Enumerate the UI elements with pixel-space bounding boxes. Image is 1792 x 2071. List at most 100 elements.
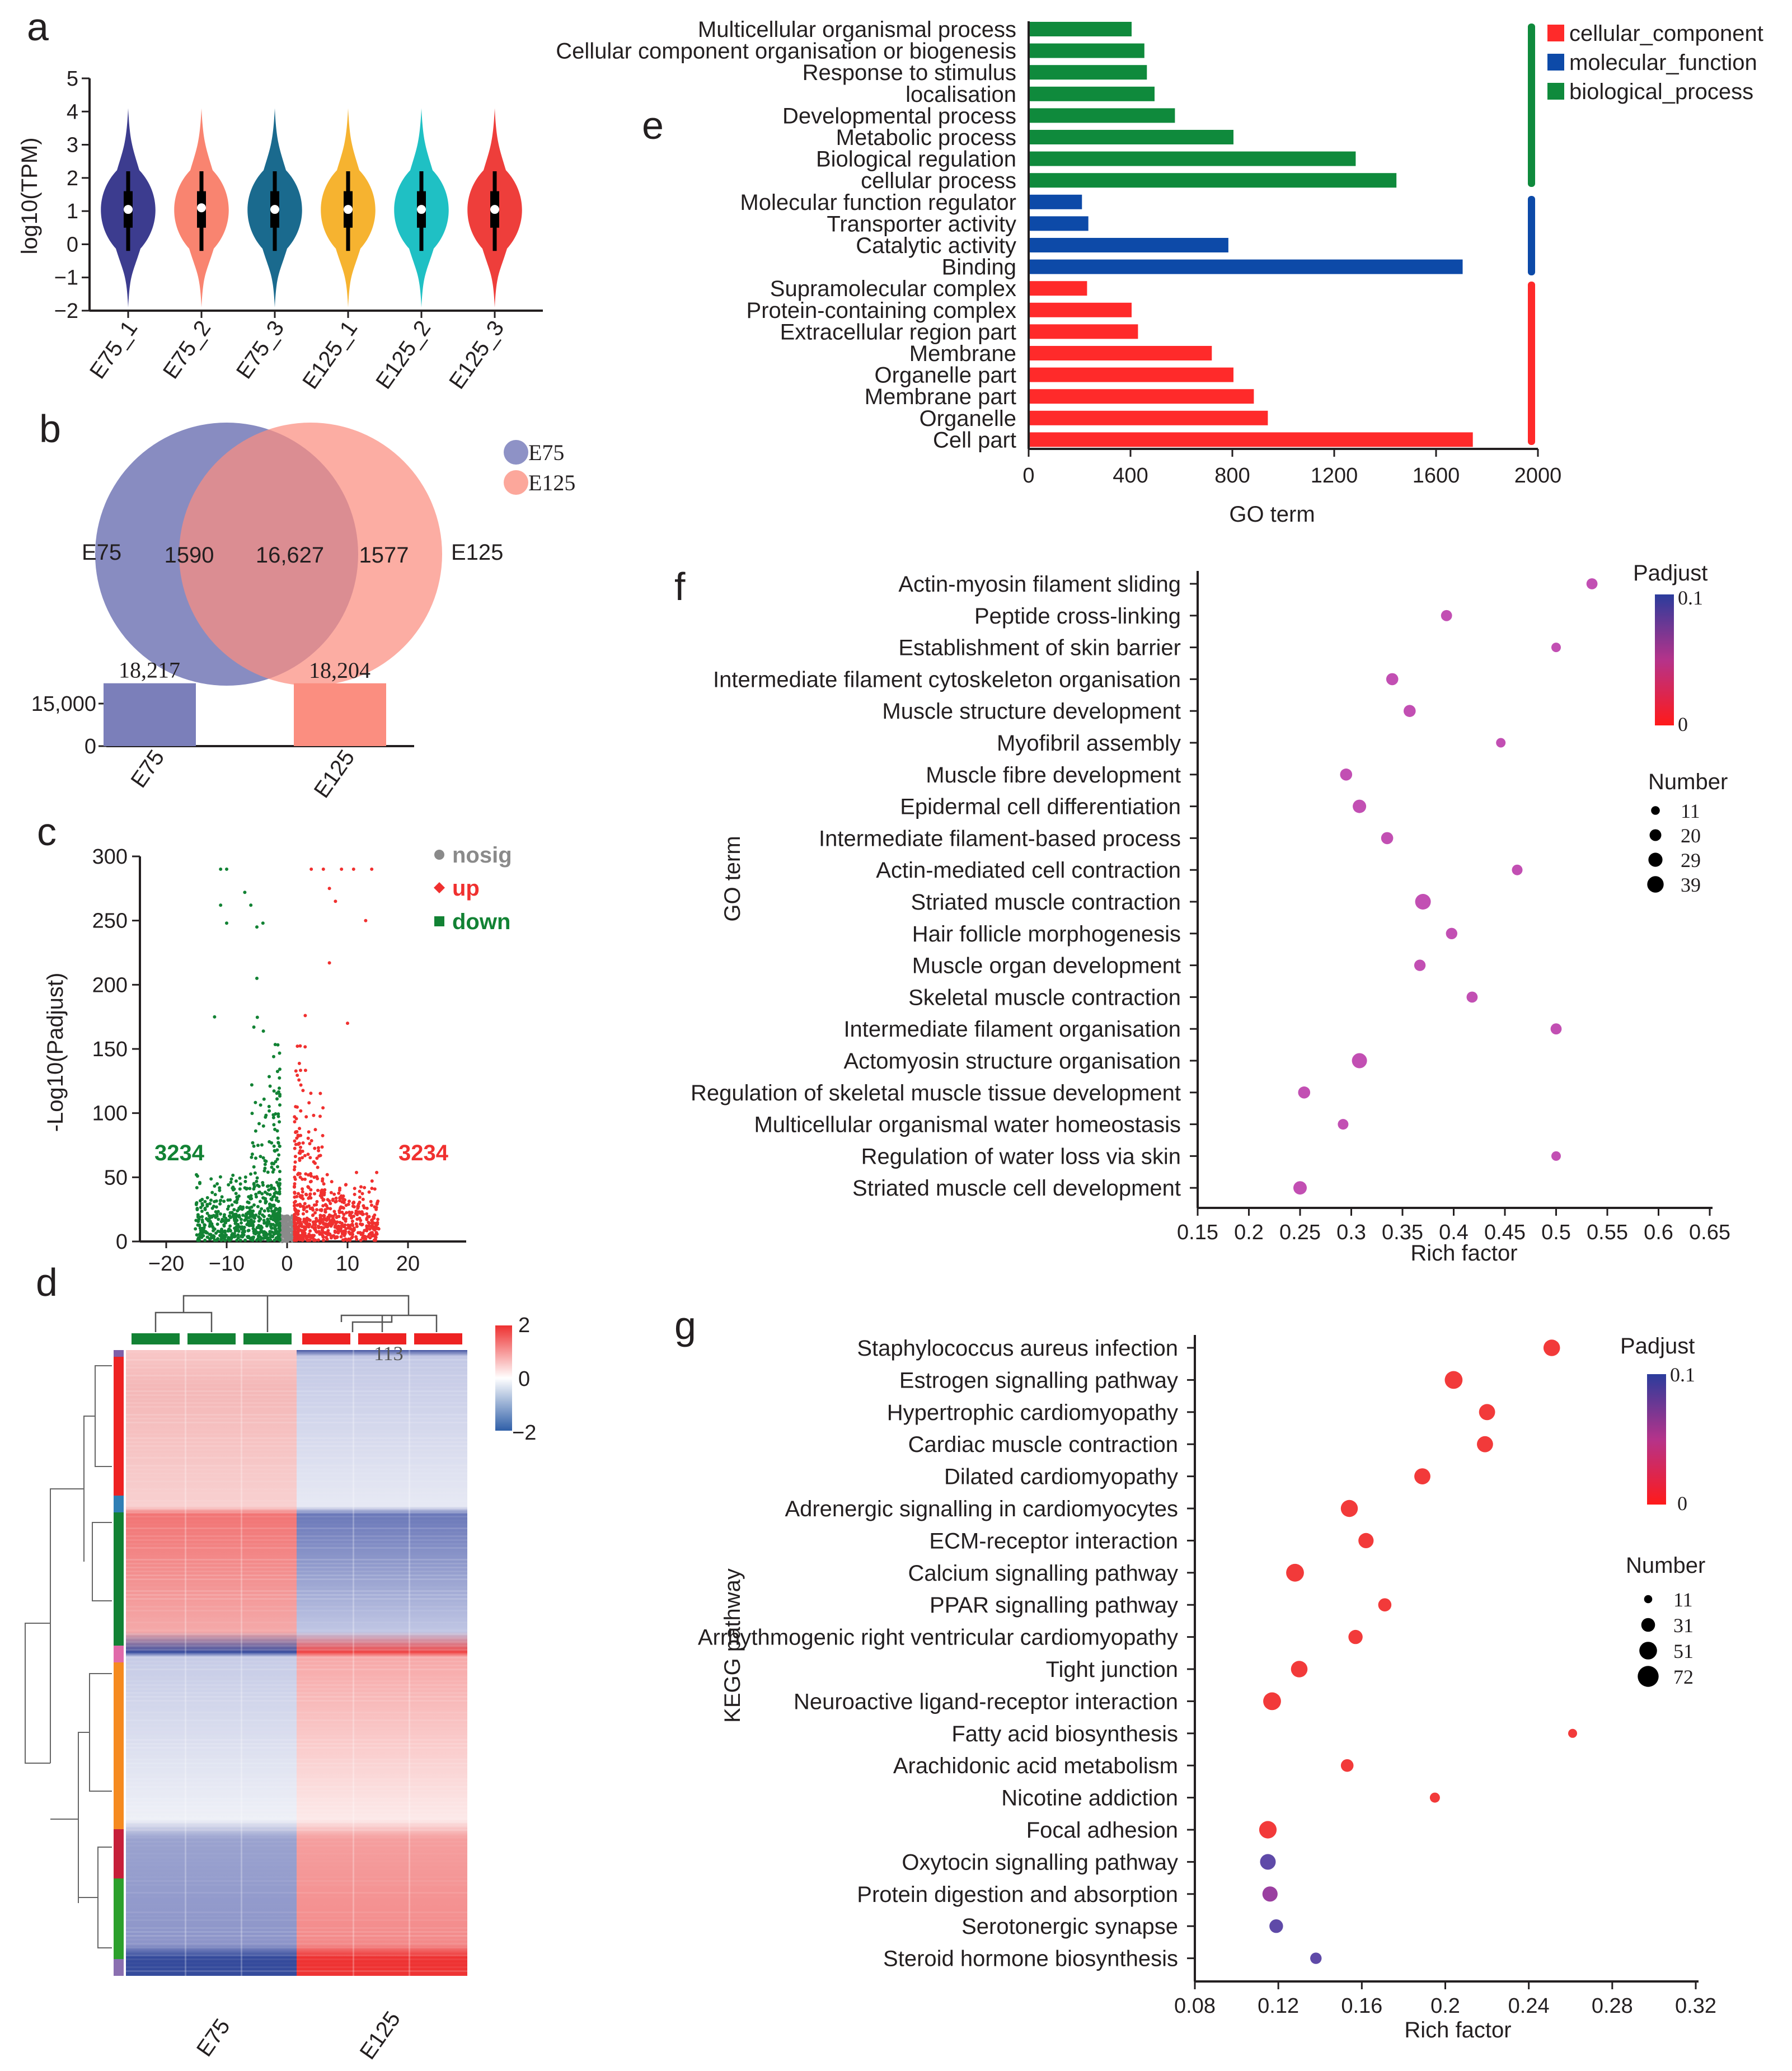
heatmap-row-stripe	[126, 1512, 467, 1514]
volcano-point	[301, 1089, 305, 1093]
violin-xtick-label: E125_3	[444, 316, 509, 393]
violin-xtick-label: E75_1	[85, 316, 142, 383]
go-bubble-color-title: Padjust	[1633, 561, 1707, 585]
kegg-bubble-term: Protein digestion and absorption	[857, 1882, 1178, 1907]
kegg-bubble-term: PPAR signalling pathway	[930, 1593, 1178, 1618]
go-bar	[1030, 108, 1175, 123]
heatmap-column-dendrogram	[154, 1295, 438, 1332]
volcano-point	[204, 1217, 208, 1221]
legend-function: molecular_function	[1569, 50, 1757, 75]
kegg-bubble-term: Calcium signalling pathway	[908, 1561, 1178, 1586]
volcano-point	[349, 1213, 353, 1217]
go-bubble-term: Intermediate filament organisation	[843, 1017, 1181, 1042]
volcano-point	[197, 1238, 201, 1242]
kegg-bubble-term: Cardiac muscle contraction	[908, 1432, 1178, 1457]
heatmap-row-stripe	[126, 1774, 467, 1776]
volcano-point	[229, 1177, 233, 1181]
volcano-point	[257, 1122, 261, 1126]
panel-d-label: d	[36, 1261, 58, 1304]
heatmap-row-stripe	[126, 1958, 467, 1960]
venn-bar-zero: 0	[85, 735, 96, 758]
volcano-point	[363, 1235, 367, 1239]
volcano-point	[248, 1215, 252, 1218]
kegg-bubble-xtick-label: 0.28	[1592, 1994, 1633, 2018]
volcano-point	[326, 1233, 330, 1236]
volcano-point	[315, 1217, 318, 1220]
kegg-bubble-y-label: KEGG pathway	[720, 1568, 745, 1723]
volcano-point	[309, 1188, 313, 1192]
kegg-bubble-point	[1310, 1952, 1322, 1964]
go-bubble-term: Regulation of water loss via skin	[861, 1144, 1181, 1169]
panel-c-label: c	[37, 810, 57, 854]
volcano-point	[195, 1233, 199, 1237]
go-bar-chart: Multicellular organismal processCellular…	[556, 17, 1763, 527]
volcano-point	[293, 1175, 297, 1179]
heatmap-row-stripe	[126, 1371, 467, 1372]
volcano-point	[285, 1226, 288, 1230]
go-bubble-point	[1338, 1119, 1349, 1130]
legend-nosig: nosig	[452, 843, 512, 868]
volcano-point	[293, 1234, 297, 1238]
go-bubble-x-label: Rich factor	[1410, 1241, 1517, 1266]
heatmap-row-stripe	[126, 1571, 467, 1572]
heatmap-row-stripe	[126, 1516, 467, 1517]
volcano-point	[309, 867, 313, 871]
heatmap-row-stripe	[126, 1884, 467, 1886]
kegg-bubble-xtick-label: 0.12	[1258, 1994, 1299, 2018]
volcano-point	[293, 1201, 296, 1205]
volcano-point	[313, 1146, 317, 1150]
heatmap-row-stripe	[126, 1453, 467, 1455]
volcano-point	[260, 1236, 263, 1240]
volcano-point	[208, 1202, 212, 1206]
volcano-point	[266, 1217, 270, 1221]
heatmap-row-stripe	[126, 1896, 467, 1897]
volcano-point	[359, 1219, 363, 1222]
volcano-point	[213, 1015, 217, 1019]
volcano-point	[294, 1131, 298, 1135]
volcano-point	[205, 1211, 209, 1215]
volcano-point	[287, 1236, 290, 1240]
go-bar	[1030, 302, 1132, 317]
volcano-point	[337, 1209, 341, 1213]
volcano-point	[297, 1061, 301, 1065]
volcano-point	[220, 1229, 224, 1233]
legend-down-marker	[434, 916, 444, 926]
volcano-point	[309, 1174, 313, 1178]
go-bubble-xtick-label: 0.2	[1234, 1221, 1264, 1244]
volcano-point	[301, 1141, 305, 1145]
go-bubble-point	[1293, 1181, 1307, 1195]
legend-function-marker	[1547, 54, 1564, 71]
volcano-point	[203, 1206, 207, 1210]
volcano-point	[299, 1069, 302, 1072]
heatmap-row-stripe	[126, 1821, 467, 1823]
volcano-point	[247, 1235, 251, 1239]
volcano-point	[293, 1160, 297, 1164]
heatmap-group-bar	[414, 1333, 462, 1344]
kegg-bubble-size-label: 51	[1673, 1640, 1694, 1662]
volcano-point	[301, 1190, 304, 1194]
heatmap-row-stripe	[126, 1657, 467, 1658]
volcano-point	[268, 1193, 272, 1197]
volcano-point	[348, 1231, 351, 1235]
volcano-point	[246, 1211, 250, 1215]
volcano-point	[351, 867, 355, 871]
volcano-point	[210, 1191, 214, 1194]
heatmap-row-stripe	[126, 1939, 467, 1941]
heatmap-row-stripe	[126, 1892, 467, 1894]
volcano-point	[337, 1230, 340, 1234]
heatmap-row-stripe	[126, 1919, 467, 1921]
heatmap-row-stripe	[126, 1661, 467, 1662]
kegg-bubble-point	[1568, 1728, 1577, 1738]
volcano-point	[370, 1179, 374, 1183]
heatmap-row-stripe	[126, 1704, 467, 1705]
go-bar-label: cellular process	[861, 168, 1016, 193]
volcano-point	[331, 1197, 335, 1201]
volcano-point	[308, 1229, 312, 1233]
volcano-point	[317, 1230, 321, 1234]
volcano-point	[312, 1113, 316, 1117]
kegg-bubble-term: Neuroactive ligand-receptor interaction	[794, 1689, 1178, 1714]
volcano-point	[351, 1229, 355, 1233]
volcano-point	[258, 1217, 262, 1221]
volcano-point	[335, 1216, 339, 1219]
volcano-point	[306, 1136, 310, 1140]
